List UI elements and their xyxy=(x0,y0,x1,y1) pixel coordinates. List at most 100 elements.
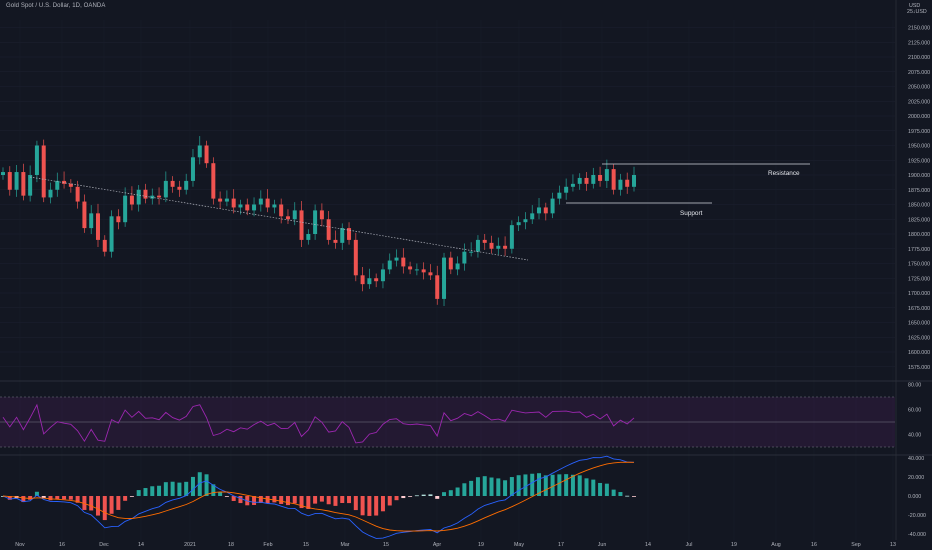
candle-body xyxy=(306,234,311,240)
macd-histogram-bar xyxy=(89,496,94,511)
macd-histogram-bar xyxy=(618,492,623,496)
price-tick-label: 1950.000 xyxy=(908,144,930,150)
candle-body xyxy=(28,175,33,196)
macd-histogram-bar xyxy=(489,477,494,496)
macd-histogram-bar xyxy=(401,496,406,499)
time-tick-label: 16 xyxy=(811,542,817,548)
macd-histogram-bar xyxy=(48,496,53,501)
candle-body xyxy=(523,219,528,223)
rsi-pane xyxy=(0,380,932,456)
candle-body xyxy=(611,169,616,190)
macd-histogram-bar xyxy=(136,490,141,496)
price-tick-label: 2150.000 xyxy=(908,26,930,32)
macd-histogram-bar xyxy=(306,496,311,509)
candle-body xyxy=(102,239,107,252)
time-axis: Nov 16 Dec 14 2021 18 Feb 15 Mar 15 Apr 19 May 17 Jun 1… xyxy=(15,542,896,548)
macd-histogram-bar xyxy=(95,496,100,516)
macd-histogram-bar xyxy=(557,474,562,496)
candle-body xyxy=(116,216,121,223)
candle-body xyxy=(238,204,243,208)
candle-body xyxy=(211,163,216,199)
candle-body xyxy=(197,145,202,158)
candle-body xyxy=(455,263,460,270)
downtrend-line[interactable] xyxy=(29,176,529,261)
candle-body xyxy=(482,239,487,243)
candle-body xyxy=(604,169,609,181)
time-tick-label: 14 xyxy=(645,542,651,548)
macd-histogram-bar xyxy=(347,496,352,504)
candle-body xyxy=(190,157,195,181)
macd-histogram-bar xyxy=(123,496,128,501)
candle-body xyxy=(394,257,399,261)
macd-histogram-bar xyxy=(516,475,521,496)
time-tick-label: 14 xyxy=(138,542,144,548)
macd-histogram-bar xyxy=(55,496,60,500)
candle-body xyxy=(252,204,257,211)
macd-histogram-bar xyxy=(564,474,569,496)
price-tick-label: 1975.000 xyxy=(908,129,930,135)
macd-histogram-bar xyxy=(455,487,460,496)
macd-histogram-bar xyxy=(129,496,134,497)
candle-body xyxy=(75,186,80,202)
macd-histogram-bar xyxy=(102,496,107,521)
macd-histogram-bar xyxy=(143,488,148,496)
candle-body xyxy=(136,189,141,205)
price-tick-label: 1825.000 xyxy=(908,217,930,223)
unit-label: 25↓USD xyxy=(907,9,927,15)
candle-body xyxy=(360,275,365,285)
macd-histogram-bar xyxy=(598,482,603,496)
candle-body xyxy=(448,257,453,270)
macd-histogram-bar xyxy=(21,496,26,503)
macd-histogram-bar xyxy=(625,495,630,497)
candle-body xyxy=(218,198,223,202)
candle-body xyxy=(231,198,236,208)
price-tick-label: 1650.000 xyxy=(908,321,930,327)
candle-body xyxy=(55,180,60,190)
time-tick-label: 13 xyxy=(890,542,896,548)
macd-histogram-bar xyxy=(394,496,399,501)
candle-body xyxy=(421,269,426,273)
macd-tick-label: 0.000 xyxy=(908,494,921,500)
macd-line xyxy=(2,455,635,539)
macd-histogram-bar xyxy=(272,496,277,503)
candle-body xyxy=(577,177,582,184)
candle-body xyxy=(245,204,250,211)
time-tick-label: Feb xyxy=(263,542,272,548)
macd-histogram-bar xyxy=(503,480,508,496)
candle-body xyxy=(319,210,324,220)
macd-histogram-bar xyxy=(340,496,345,503)
macd-histogram-bar xyxy=(360,496,365,516)
resistance-label: Resistance xyxy=(768,170,800,177)
support-label: Support xyxy=(680,210,703,217)
candle-body xyxy=(272,204,277,208)
macd-histogram-bar xyxy=(421,494,426,496)
macd-histogram-bar xyxy=(279,496,284,504)
price-tick-label: 1600.000 xyxy=(908,350,930,356)
candle-body xyxy=(489,242,494,249)
macd-histogram-bar xyxy=(299,496,304,509)
price-tick-label: 1775.000 xyxy=(908,247,930,253)
macd-histogram-bar xyxy=(197,472,202,496)
time-tick-label: 17 xyxy=(558,542,564,548)
macd-histogram-bar xyxy=(387,496,392,506)
candle-body xyxy=(34,145,39,175)
candle-body xyxy=(625,179,630,187)
time-tick-label: May xyxy=(514,542,524,548)
candle-body xyxy=(292,210,297,220)
candle-body xyxy=(21,172,26,196)
macd-histogram-bar xyxy=(177,482,182,496)
price-tick-label: 2025.000 xyxy=(908,99,930,105)
time-tick-label: Jul xyxy=(686,542,693,548)
candle-body xyxy=(537,207,542,214)
macd-histogram-bar xyxy=(367,496,372,516)
candle-body xyxy=(401,257,406,267)
candle-body xyxy=(177,186,182,190)
macd-histogram-bar xyxy=(482,476,487,496)
price-tick-label: 1575.000 xyxy=(908,365,930,371)
macd-histogram-bar xyxy=(591,479,596,496)
time-tick-label: Nov xyxy=(15,542,25,548)
macd-histogram-bar xyxy=(109,496,114,514)
macd-histogram-bar xyxy=(170,481,175,496)
candle-body xyxy=(313,210,318,234)
